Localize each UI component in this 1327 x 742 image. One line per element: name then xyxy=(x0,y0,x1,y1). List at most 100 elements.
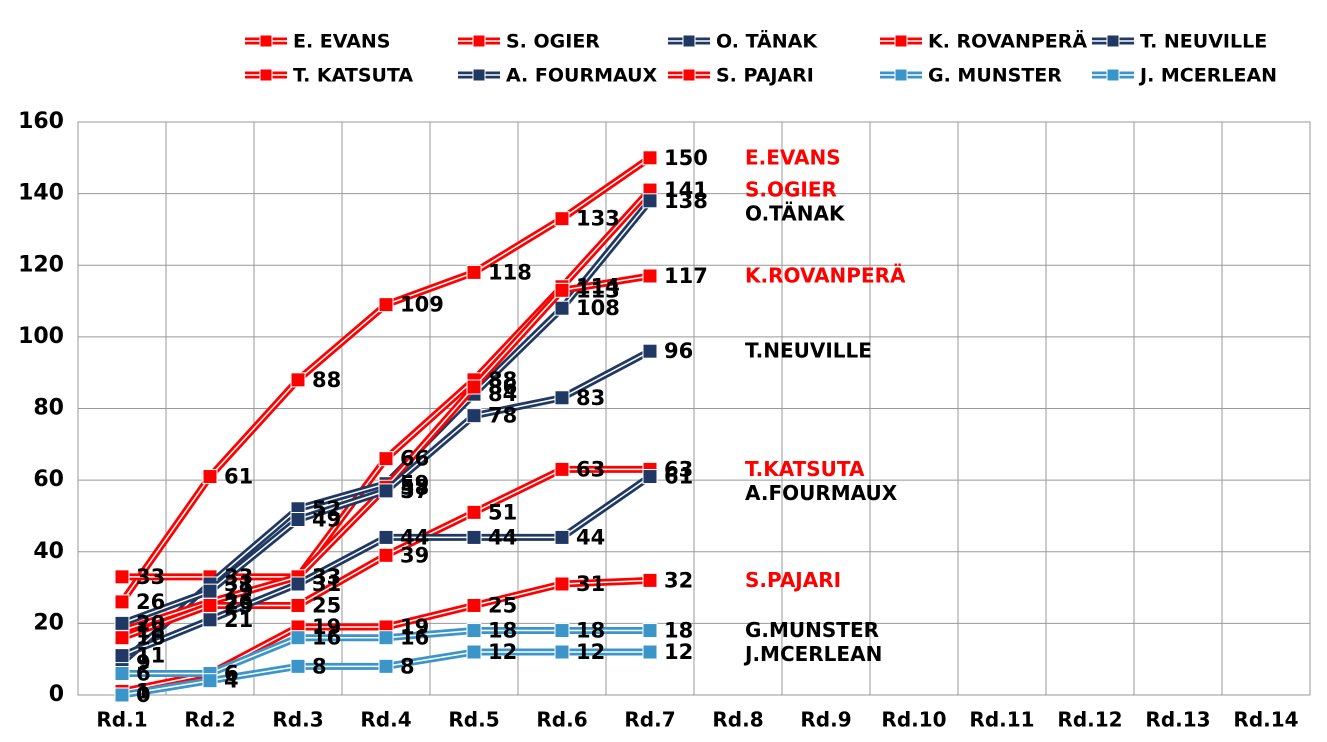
data-label: 88 xyxy=(488,368,517,392)
data-marker xyxy=(378,297,394,313)
x-tick-label: Rd.2 xyxy=(184,708,235,732)
data-label: 8 xyxy=(400,654,415,678)
data-marker xyxy=(642,623,658,639)
series-end-label: S.PAJARI xyxy=(745,568,841,592)
data-marker xyxy=(378,451,394,467)
data-label: 61 xyxy=(224,465,253,489)
data-label: 31 xyxy=(576,572,605,596)
data-label: 33 xyxy=(312,565,341,589)
data-label: 33 xyxy=(224,565,253,589)
y-tick-label: 60 xyxy=(33,467,64,492)
y-tick-label: 20 xyxy=(33,610,64,635)
data-label: 84 xyxy=(488,382,517,406)
data-marker xyxy=(466,379,482,395)
data-label: 19 xyxy=(400,615,429,639)
y-tick-label: 0 xyxy=(49,682,64,707)
data-label: 16 xyxy=(400,626,429,650)
data-label: 6 xyxy=(224,662,239,686)
data-label: 61 xyxy=(664,465,693,489)
legend-marker xyxy=(259,34,273,48)
series-end-label: A.FOURMAUX xyxy=(745,481,898,505)
data-marker xyxy=(202,612,218,628)
data-label: 113 xyxy=(576,278,620,302)
data-marker xyxy=(114,630,130,646)
data-marker xyxy=(466,529,482,545)
data-label: 66 xyxy=(400,447,429,471)
data-label: 118 xyxy=(488,260,532,284)
data-marker xyxy=(554,211,570,227)
data-label: 18 xyxy=(664,619,693,643)
legend-label: A. FOURMAUX xyxy=(506,65,658,87)
data-label: 29 xyxy=(224,579,253,603)
x-tick-label: Rd.12 xyxy=(1057,708,1122,732)
data-label: 6 xyxy=(224,662,239,686)
legend-marker xyxy=(259,68,273,82)
data-label: 21 xyxy=(224,608,253,632)
data-label: 16 xyxy=(312,626,341,650)
x-tick-label: Rd.9 xyxy=(800,708,851,732)
data-marker xyxy=(202,583,218,599)
data-label: 44 xyxy=(400,525,429,549)
legend-marker xyxy=(472,68,486,82)
data-label: 31 xyxy=(312,572,341,596)
data-label: 114 xyxy=(576,275,620,299)
data-marker xyxy=(554,282,570,298)
data-marker xyxy=(378,658,394,674)
data-marker xyxy=(466,623,482,639)
data-label: 59 xyxy=(400,472,429,496)
data-label: 19 xyxy=(312,615,341,639)
x-tick-label: Rd.6 xyxy=(536,708,587,732)
x-tick-label: Rd.14 xyxy=(1233,708,1298,732)
data-label: 109 xyxy=(400,293,444,317)
data-label: 44 xyxy=(576,525,605,549)
data-label: 44 xyxy=(488,525,517,549)
data-marker xyxy=(290,597,306,613)
data-label: 51 xyxy=(488,500,517,524)
legend-label: J. MCERLEAN xyxy=(1138,65,1277,87)
data-label: 63 xyxy=(664,457,693,481)
legend-label: K. ROVANPERÄ xyxy=(928,29,1087,53)
data-marker xyxy=(554,300,570,316)
legend-label: T. KATSUTA xyxy=(293,65,413,87)
series-end-label: T.KATSUTA xyxy=(745,457,865,481)
legend-label: S. PAJARI xyxy=(716,65,814,87)
data-label: 25 xyxy=(312,593,341,617)
data-marker xyxy=(290,512,306,528)
legend-marker xyxy=(682,68,696,82)
data-marker xyxy=(114,569,130,585)
data-label: 57 xyxy=(400,479,429,503)
data-label: 0 xyxy=(136,683,151,707)
data-marker xyxy=(202,469,218,485)
x-tick-label: Rd.3 xyxy=(272,708,323,732)
data-marker xyxy=(554,644,570,660)
data-marker xyxy=(290,630,306,646)
data-marker xyxy=(114,648,130,664)
data-marker xyxy=(290,576,306,592)
data-label: 31 xyxy=(224,572,253,596)
x-tick-label: Rd.13 xyxy=(1145,708,1210,732)
data-marker xyxy=(466,264,482,280)
data-label: 83 xyxy=(576,386,605,410)
data-marker xyxy=(378,483,394,499)
data-marker xyxy=(378,547,394,563)
data-marker xyxy=(466,597,482,613)
data-marker xyxy=(554,390,570,406)
data-label: 18 xyxy=(576,619,605,643)
data-label: 18 xyxy=(488,619,517,643)
data-marker xyxy=(378,529,394,545)
data-label: 150 xyxy=(664,146,708,170)
data-label: 20 xyxy=(136,611,165,635)
data-label: 63 xyxy=(576,457,605,481)
data-label: 138 xyxy=(664,189,708,213)
series-end-label: O.TÄNAK xyxy=(745,202,846,226)
data-label: 1 xyxy=(136,679,151,703)
data-marker xyxy=(554,529,570,545)
data-label: 9 xyxy=(136,651,151,675)
legend-marker xyxy=(1106,68,1120,82)
x-tick-label: Rd.7 xyxy=(624,708,675,732)
legend-marker xyxy=(472,34,486,48)
series-end-label: S.OGIER xyxy=(745,178,837,202)
data-marker xyxy=(554,461,570,477)
legend-marker xyxy=(1106,34,1120,48)
